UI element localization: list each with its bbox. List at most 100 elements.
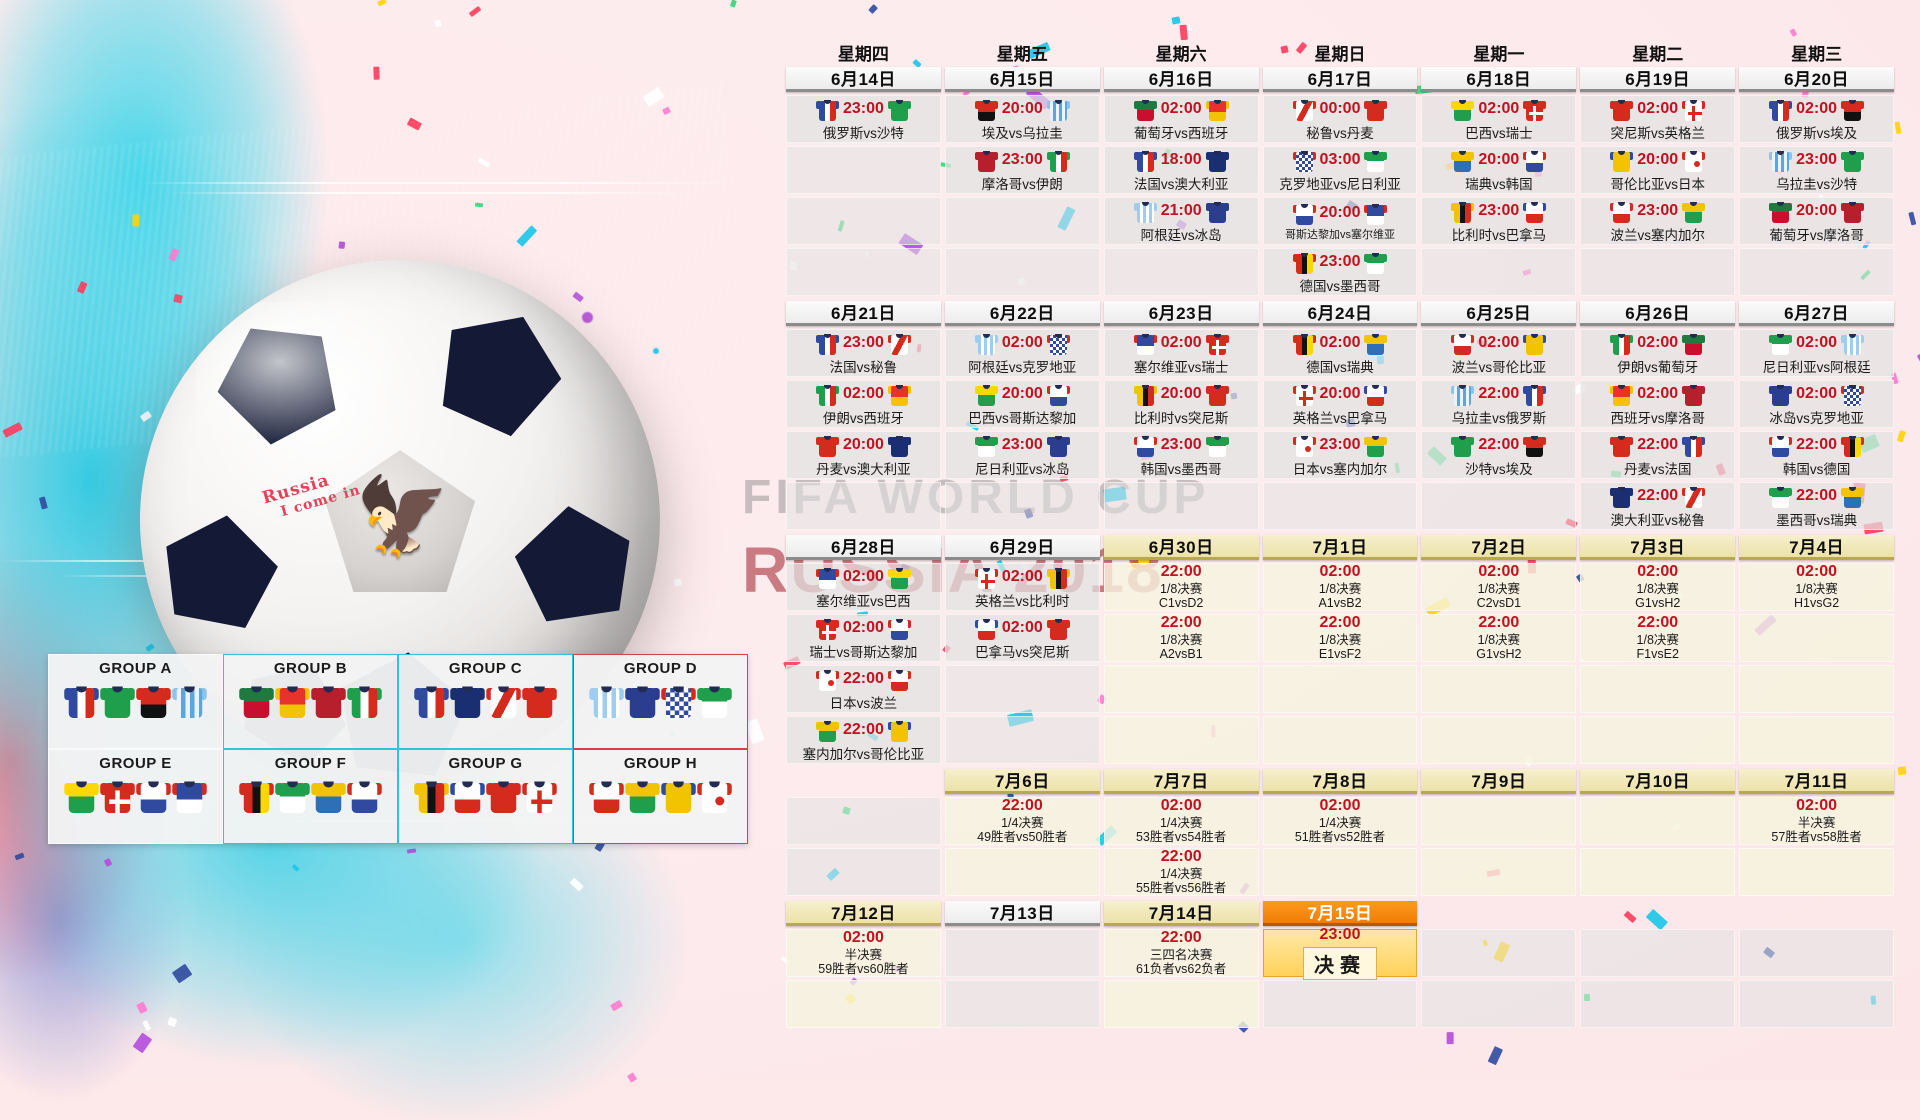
match-cell[interactable]: 02:00 尼日利亚vs阿根廷 — [1739, 329, 1895, 377]
knockout-match-cell[interactable]: 02:00 1/4决赛 51胜者vs52胜者 — [1262, 797, 1418, 845]
match-cell[interactable]: 20:00 英格兰vs巴拿马 — [1262, 380, 1418, 428]
date-header[interactable]: 6月26日 — [1580, 301, 1736, 326]
match-cell[interactable]: 22:00 丹麦vs法国 — [1580, 431, 1736, 479]
date-header[interactable]: 6月23日 — [1103, 301, 1259, 326]
match-cell[interactable]: 20:00 葡萄牙vs摩洛哥 — [1739, 197, 1895, 245]
date-header[interactable]: 6月20日 — [1739, 67, 1895, 92]
match-cell[interactable]: 23:00 乌拉圭vs沙特 — [1739, 146, 1895, 194]
date-header[interactable]: 6月24日 — [1262, 301, 1418, 326]
match-cell[interactable]: 23:00 韩国vs墨西哥 — [1103, 431, 1259, 479]
knockout-match-cell[interactable]: 02:00 半决赛 59胜者vs60胜者 — [786, 929, 941, 977]
group-card-h[interactable]: GROUP H — [573, 749, 748, 844]
knockout-match-cell[interactable]: 02:00 1/4决赛 53胜者vs54胜者 — [1103, 797, 1259, 845]
knockout-match-cell[interactable]: 02:00 1/8决赛 A1vsB2 — [1262, 563, 1418, 611]
match-cell[interactable]: 23:00 波兰vs塞内加尔 — [1580, 197, 1736, 245]
date-header[interactable]: 7月8日 — [1262, 769, 1418, 794]
match-cell[interactable]: 20:00 哥伦比亚vs日本 — [1580, 146, 1736, 194]
match-cell[interactable]: 02:00 塞尔维亚vs巴西 — [786, 563, 941, 611]
match-cell[interactable]: 02:00 塞尔维亚vs瑞士 — [1103, 329, 1259, 377]
match-cell[interactable]: 02:00 冰岛vs克罗地亚 — [1739, 380, 1895, 428]
date-header[interactable]: 6月16日 — [1103, 67, 1259, 92]
date-header[interactable]: 6月17日 — [1262, 67, 1418, 92]
date-header[interactable]: 6月30日 — [1103, 535, 1259, 560]
knockout-match-cell[interactable]: 22:00 1/8决赛 G1vsH2 — [1421, 614, 1577, 662]
match-cell[interactable]: 22:00 乌拉圭vs俄罗斯 — [1421, 380, 1577, 428]
date-header[interactable]: 6月18日 — [1421, 67, 1577, 92]
date-header[interactable]: 6月27日 — [1739, 301, 1895, 326]
date-header[interactable]: 7月14日 — [1103, 901, 1259, 926]
match-cell[interactable]: 21:00 阿根廷vs冰岛 — [1103, 197, 1259, 245]
match-cell[interactable]: 02:00 西班牙vs摩洛哥 — [1580, 380, 1736, 428]
knockout-match-cell[interactable]: 22:00 1/4决赛 49胜者vs50胜者 — [944, 797, 1100, 845]
date-header[interactable]: 7月6日 — [944, 769, 1100, 794]
match-cell[interactable]: 02:00 巴西vs瑞士 — [1421, 95, 1577, 143]
knockout-match-cell[interactable]: 02:00 1/8决赛 G1vsH2 — [1580, 563, 1736, 611]
match-cell[interactable]: 20:00 哥斯达黎加vs塞尔维亚 — [1262, 197, 1418, 245]
date-header[interactable]: 7月1日 — [1262, 535, 1418, 560]
match-cell[interactable]: 02:00 伊朗vs葡萄牙 — [1580, 329, 1736, 377]
group-card-f[interactable]: GROUP F — [223, 749, 398, 844]
group-card-d[interactable]: GROUP D — [573, 654, 748, 749]
match-cell[interactable]: 02:00 伊朗vs西班牙 — [786, 380, 941, 428]
match-cell[interactable]: 23:00 尼日利亚vs冰岛 — [944, 431, 1100, 479]
knockout-match-cell[interactable]: 02:00 1/8决赛 H1vsG2 — [1739, 563, 1895, 611]
match-cell[interactable]: 02:00 突尼斯vs英格兰 — [1580, 95, 1736, 143]
knockout-match-cell[interactable]: 22:00 1/8决赛 F1vsE2 — [1580, 614, 1736, 662]
match-cell[interactable]: 22:00 塞内加尔vs哥伦比亚 — [786, 716, 941, 764]
match-cell[interactable]: 00:00 秘鲁vs丹麦 — [1262, 95, 1418, 143]
match-cell[interactable]: 23:00 俄罗斯vs沙特 — [786, 95, 941, 143]
match-cell[interactable]: 23:00 德国vs墨西哥 — [1262, 248, 1418, 296]
knockout-match-cell[interactable]: 02:00 半决赛 57胜者vs58胜者 — [1739, 797, 1895, 845]
match-cell[interactable]: 20:00 比利时vs突尼斯 — [1103, 380, 1259, 428]
date-header[interactable]: 7月11日 — [1739, 769, 1895, 794]
date-header[interactable]: 6月22日 — [944, 301, 1100, 326]
match-cell[interactable]: 22:00 日本vs波兰 — [786, 665, 941, 713]
knockout-match-cell[interactable]: 22:00 1/8决赛 C1vsD2 — [1103, 563, 1259, 611]
date-header[interactable]: 6月14日 — [786, 67, 941, 92]
match-cell[interactable]: 02:00 葡萄牙vs西班牙 — [1103, 95, 1259, 143]
knockout-match-cell[interactable]: 22:00 1/8决赛 A2vsB1 — [1103, 614, 1259, 662]
match-cell[interactable]: 20:00 巴西vs哥斯达黎加 — [944, 380, 1100, 428]
match-cell[interactable]: 18:00 法国vs澳大利亚 — [1103, 146, 1259, 194]
date-header[interactable]: 7月2日 — [1421, 535, 1577, 560]
match-cell[interactable]: 02:00 俄罗斯vs埃及 — [1739, 95, 1895, 143]
date-header[interactable]: 6月15日 — [944, 67, 1100, 92]
match-cell[interactable]: 02:00 阿根廷vs克罗地亚 — [944, 329, 1100, 377]
match-cell[interactable]: 22:00 韩国vs德国 — [1739, 431, 1895, 479]
date-header[interactable]: 6月28日 — [786, 535, 941, 560]
match-cell[interactable]: 02:00 波兰vs哥伦比亚 — [1421, 329, 1577, 377]
group-card-a[interactable]: GROUP A — [48, 654, 223, 749]
date-header[interactable]: 7月9日 — [1421, 769, 1577, 794]
date-header[interactable]: 7月7日 — [1103, 769, 1259, 794]
match-cell[interactable]: 22:00 沙特vs埃及 — [1421, 431, 1577, 479]
date-header[interactable]: 7月4日 — [1739, 535, 1895, 560]
match-cell[interactable]: 22:00 澳大利亚vs秘鲁 — [1580, 482, 1736, 530]
match-cell[interactable]: 02:00 英格兰vs比利时 — [944, 563, 1100, 611]
match-cell[interactable]: 20:00 瑞典vs韩国 — [1421, 146, 1577, 194]
match-cell[interactable]: 20:00 埃及vs乌拉圭 — [944, 95, 1100, 143]
date-header[interactable]: 6月21日 — [786, 301, 941, 326]
match-cell[interactable]: 23:00 日本vs塞内加尔 — [1262, 431, 1418, 479]
group-card-c[interactable]: GROUP C — [398, 654, 573, 749]
match-cell[interactable]: 03:00 克罗地亚vs尼日利亚 — [1262, 146, 1418, 194]
knockout-match-cell[interactable]: 22:00 三四名决赛 61负者vs62负者 — [1103, 929, 1259, 977]
date-header[interactable]: 6月25日 — [1421, 301, 1577, 326]
match-cell[interactable]: 23:00 摩洛哥vs伊朗 — [944, 146, 1100, 194]
knockout-match-cell[interactable]: 22:00 1/8决赛 E1vsF2 — [1262, 614, 1418, 662]
date-header[interactable]: 7月15日 — [1262, 901, 1418, 926]
match-cell[interactable]: 20:00 丹麦vs澳大利亚 — [786, 431, 941, 479]
date-header[interactable]: 7月3日 — [1580, 535, 1736, 560]
date-header[interactable]: 6月29日 — [944, 535, 1100, 560]
match-cell[interactable]: 23:00 比利时vs巴拿马 — [1421, 197, 1577, 245]
date-header[interactable]: 7月13日 — [944, 901, 1100, 926]
date-header[interactable]: 6月19日 — [1580, 67, 1736, 92]
group-card-g[interactable]: GROUP G — [398, 749, 573, 844]
match-cell[interactable]: 22:00 墨西哥vs瑞典 — [1739, 482, 1895, 530]
date-header[interactable]: 7月12日 — [786, 901, 941, 926]
knockout-match-cell[interactable]: 02:00 1/8决赛 C2vsD1 — [1421, 563, 1577, 611]
final-match-cell[interactable]: 23:00 决赛 — [1262, 926, 1418, 980]
date-header[interactable]: 7月10日 — [1580, 769, 1736, 794]
group-card-e[interactable]: GROUP E — [48, 749, 223, 844]
knockout-match-cell[interactable]: 22:00 1/4决赛 55胜者vs56胜者 — [1103, 848, 1259, 896]
match-cell[interactable]: 23:00 法国vs秘鲁 — [786, 329, 941, 377]
